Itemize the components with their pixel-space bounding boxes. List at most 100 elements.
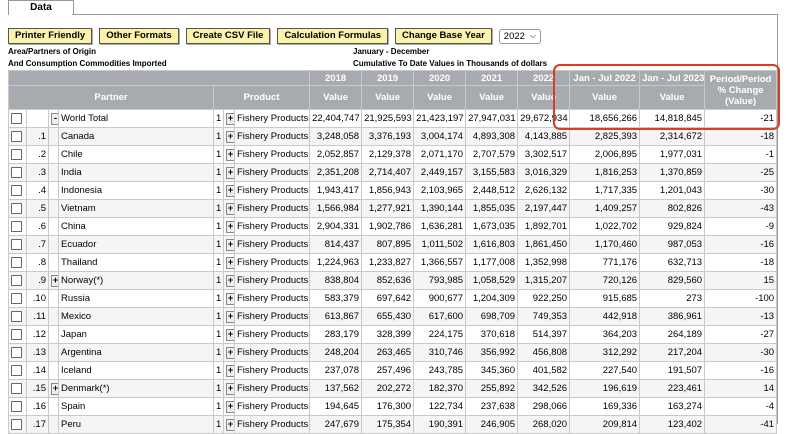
- row-checkbox-cell[interactable]: [8, 379, 27, 398]
- expand-cell[interactable]: -: [48, 109, 59, 128]
- product-name[interactable]: Fishery Products: [233, 343, 311, 362]
- row-checkbox-cell[interactable]: [8, 397, 27, 416]
- product-expand-cell[interactable]: +: [223, 415, 235, 434]
- row-checkbox[interactable]: [11, 238, 22, 250]
- collapse-icon[interactable]: -: [51, 112, 58, 125]
- product-name[interactable]: Fishery Products: [233, 325, 311, 344]
- partner-name[interactable]: Ecuador: [58, 235, 214, 254]
- row-checkbox-cell[interactable]: [8, 415, 27, 434]
- product-expand-cell[interactable]: +: [223, 217, 235, 236]
- expand-icon[interactable]: +: [226, 112, 234, 125]
- row-checkbox-cell[interactable]: [8, 109, 27, 128]
- partner-name[interactable]: Indonesia: [58, 181, 214, 200]
- product-name[interactable]: Fishery Products: [233, 253, 311, 272]
- partner-name[interactable]: World Total: [58, 109, 214, 128]
- create-csv-file-button[interactable]: Create CSV File: [185, 28, 271, 44]
- row-checkbox-cell[interactable]: [8, 163, 27, 182]
- product-expand-cell[interactable]: +: [223, 199, 235, 218]
- partner-name[interactable]: Peru: [58, 415, 214, 434]
- row-checkbox[interactable]: [11, 202, 22, 214]
- product-name[interactable]: Fishery Products: [233, 217, 311, 236]
- product-expand-cell[interactable]: +: [223, 235, 235, 254]
- row-checkbox-cell[interactable]: [8, 145, 27, 164]
- partner-name[interactable]: Norway(*): [58, 271, 214, 290]
- product-expand-cell[interactable]: +: [223, 397, 235, 416]
- expand-icon[interactable]: +: [226, 346, 234, 359]
- product-name[interactable]: Fishery Products: [233, 271, 311, 290]
- partner-name[interactable]: Denmark(*): [58, 379, 214, 398]
- row-checkbox-cell[interactable]: [8, 289, 27, 308]
- expand-icon[interactable]: +: [51, 382, 59, 395]
- product-name[interactable]: Fishery Products: [233, 163, 311, 182]
- partner-name[interactable]: Vietnam: [58, 199, 214, 218]
- partner-name[interactable]: Mexico: [58, 307, 214, 326]
- product-expand-cell[interactable]: +: [223, 127, 235, 146]
- product-name[interactable]: Fishery Products: [233, 145, 311, 164]
- product-name[interactable]: Fishery Products: [233, 127, 311, 146]
- expand-icon[interactable]: +: [226, 130, 234, 143]
- expand-icon[interactable]: +: [226, 220, 234, 233]
- row-checkbox-cell[interactable]: [8, 127, 27, 146]
- row-checkbox-cell[interactable]: [8, 361, 27, 380]
- row-checkbox[interactable]: [11, 184, 22, 196]
- product-expand-cell[interactable]: +: [223, 343, 235, 362]
- row-checkbox-cell[interactable]: [8, 271, 27, 290]
- product-expand-cell[interactable]: +: [223, 307, 235, 326]
- partner-name[interactable]: Japan: [58, 325, 214, 344]
- data-tab[interactable]: Data: [8, 0, 74, 15]
- product-expand-cell[interactable]: +: [223, 379, 235, 398]
- expand-icon[interactable]: +: [226, 148, 234, 161]
- row-checkbox-cell[interactable]: [8, 181, 27, 200]
- row-checkbox[interactable]: [11, 220, 22, 232]
- product-name[interactable]: Fishery Products: [233, 379, 311, 398]
- expand-icon[interactable]: +: [226, 364, 234, 377]
- expand-icon[interactable]: +: [226, 184, 234, 197]
- expand-icon[interactable]: +: [51, 274, 59, 287]
- product-expand-cell[interactable]: +: [223, 109, 235, 128]
- expand-icon[interactable]: +: [226, 256, 234, 269]
- expand-icon[interactable]: +: [226, 274, 234, 287]
- partner-name[interactable]: China: [58, 217, 214, 236]
- product-name[interactable]: Fishery Products: [233, 199, 311, 218]
- product-name[interactable]: Fishery Products: [233, 109, 311, 128]
- row-checkbox[interactable]: [11, 130, 22, 142]
- product-expand-cell[interactable]: +: [223, 163, 235, 182]
- change-base-year-button[interactable]: Change Base Year: [395, 28, 492, 44]
- row-checkbox[interactable]: [11, 310, 22, 322]
- product-expand-cell[interactable]: +: [223, 253, 235, 272]
- expand-icon[interactable]: +: [226, 400, 234, 413]
- product-name[interactable]: Fishery Products: [233, 289, 311, 308]
- row-checkbox-cell[interactable]: [8, 325, 27, 344]
- partner-name[interactable]: Canada: [58, 127, 214, 146]
- row-checkbox[interactable]: [11, 364, 22, 376]
- row-checkbox[interactable]: [11, 418, 22, 430]
- product-name[interactable]: Fishery Products: [233, 397, 311, 416]
- product-name[interactable]: Fishery Products: [233, 181, 311, 200]
- expand-cell[interactable]: +: [48, 271, 59, 290]
- row-checkbox-cell[interactable]: [8, 199, 27, 218]
- product-name[interactable]: Fishery Products: [233, 361, 311, 380]
- row-checkbox[interactable]: [11, 328, 22, 340]
- expand-icon[interactable]: +: [226, 328, 234, 341]
- row-checkbox-cell[interactable]: [8, 343, 27, 362]
- expand-icon[interactable]: +: [226, 238, 234, 251]
- product-expand-cell[interactable]: +: [223, 145, 235, 164]
- row-checkbox[interactable]: [11, 400, 22, 412]
- row-checkbox-cell[interactable]: [8, 217, 27, 236]
- partner-name[interactable]: Russia: [58, 289, 214, 308]
- partner-name[interactable]: Thailand: [58, 253, 214, 272]
- row-checkbox-cell[interactable]: [8, 235, 27, 254]
- row-checkbox[interactable]: [11, 274, 22, 286]
- partner-name[interactable]: India: [58, 163, 214, 182]
- row-checkbox[interactable]: [11, 148, 22, 160]
- row-checkbox[interactable]: [11, 166, 22, 178]
- product-expand-cell[interactable]: +: [223, 289, 235, 308]
- row-checkbox[interactable]: [11, 112, 22, 124]
- row-checkbox-cell[interactable]: [8, 253, 27, 272]
- expand-icon[interactable]: +: [226, 202, 234, 215]
- calculation-formulas-button[interactable]: Calculation Formulas: [277, 28, 389, 44]
- partner-name[interactable]: Argentina: [58, 343, 214, 362]
- partner-name[interactable]: Iceland: [58, 361, 214, 380]
- product-expand-cell[interactable]: +: [223, 361, 235, 380]
- partner-name[interactable]: Chile: [58, 145, 214, 164]
